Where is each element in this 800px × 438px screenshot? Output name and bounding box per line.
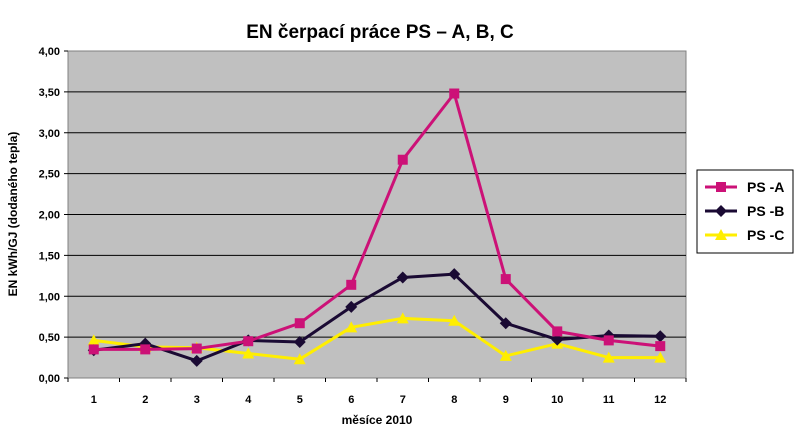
y-tick-label: 3,00 bbox=[39, 128, 60, 140]
data-point bbox=[396, 312, 409, 324]
legend-marker bbox=[716, 182, 726, 192]
data-point bbox=[243, 336, 254, 347]
x-tick-label: 7 bbox=[400, 394, 406, 406]
x-tick-label: 1 bbox=[91, 394, 97, 406]
x-tick-label: 6 bbox=[348, 394, 354, 406]
data-point bbox=[602, 351, 615, 363]
x-tick-label: 3 bbox=[194, 394, 200, 406]
x-tick-label: 11 bbox=[603, 394, 615, 406]
y-axis-label: EN kWh/GJ (dodaného tepla) bbox=[6, 132, 20, 297]
x-axis-ticks: 1 2 3 4 5 6 7 8 9 10 11 12 bbox=[67, 378, 687, 406]
data-point bbox=[655, 341, 666, 352]
data-point bbox=[345, 321, 358, 333]
x-tick-label: 2 bbox=[142, 394, 148, 406]
legend-marker bbox=[715, 205, 727, 217]
x-tick-label: 12 bbox=[654, 394, 666, 406]
data-point bbox=[448, 314, 461, 326]
x-tick-label: 4 bbox=[245, 394, 252, 406]
series-line bbox=[93, 92, 661, 351]
x-tick-label: 10 bbox=[551, 394, 563, 406]
data-point bbox=[190, 354, 203, 367]
data-point bbox=[449, 88, 460, 99]
y-tick-label: 2,50 bbox=[39, 169, 60, 181]
data-point bbox=[242, 347, 255, 359]
y-tick-label: 2,00 bbox=[39, 210, 60, 222]
chart-title: EN čerpací práce PS – A, B, C bbox=[246, 22, 514, 43]
data-point bbox=[654, 330, 667, 343]
y-tick-label: 1,00 bbox=[39, 291, 60, 303]
data-point bbox=[87, 334, 100, 346]
y-axis-ticks: 0,00 0,50 1,00 1,50 2,00 2,50 3,00 3,50 4,00 bbox=[39, 46, 68, 385]
legend-marker bbox=[715, 229, 727, 240]
y-tick-label: 1,50 bbox=[39, 250, 60, 262]
data-point bbox=[397, 154, 408, 165]
legend-label: PS -C bbox=[747, 227, 784, 243]
x-tick-label: 8 bbox=[451, 394, 457, 406]
data-point bbox=[345, 300, 358, 313]
y-tick-label: 0,00 bbox=[39, 373, 60, 385]
data-point bbox=[293, 353, 306, 365]
x-axis-label: měsíce 2010 bbox=[342, 413, 413, 427]
x-tick-label: 9 bbox=[503, 394, 509, 406]
y-tick-label: 0,50 bbox=[39, 332, 60, 344]
data-point bbox=[500, 274, 511, 285]
y-tick-label: 3,50 bbox=[39, 87, 60, 99]
data-point bbox=[88, 344, 99, 355]
data-point bbox=[499, 349, 512, 361]
legend-label: PS -A bbox=[747, 179, 784, 195]
data-point bbox=[396, 271, 409, 284]
series-line bbox=[93, 272, 661, 363]
legend: PS -A PS -B PS -C bbox=[696, 169, 794, 254]
data-point bbox=[294, 318, 305, 329]
data-point bbox=[552, 326, 563, 337]
data-point bbox=[448, 268, 461, 281]
series-layer bbox=[87, 88, 667, 367]
y-tick-label: 4,00 bbox=[39, 46, 60, 58]
legend-label: PS -B bbox=[747, 203, 784, 219]
data-point bbox=[191, 343, 202, 354]
data-point bbox=[140, 344, 151, 355]
x-tick-label: 5 bbox=[297, 394, 303, 406]
data-point bbox=[293, 336, 306, 349]
data-point bbox=[551, 333, 564, 346]
data-point bbox=[603, 335, 614, 346]
data-point bbox=[654, 351, 667, 363]
series-ps-a bbox=[88, 88, 666, 355]
data-point bbox=[346, 279, 357, 290]
data-point bbox=[499, 317, 512, 330]
